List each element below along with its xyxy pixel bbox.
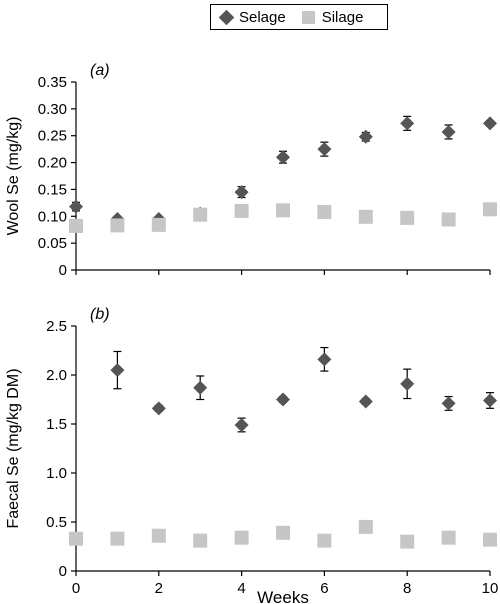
panel-a-y-tick-label: 0.15 [38,181,67,198]
panel-b-point-selage [151,401,166,416]
panel-b-point-silage [358,519,373,534]
panel-b-point-selage [110,363,125,378]
panel-a-point-silage [151,217,166,232]
panel-a-y-tick-label: 0.30 [38,101,67,118]
panel-b-point-silage [441,530,456,545]
panel-a-point-selage [317,142,332,157]
panel-b-x-tick-label: 2 [155,580,163,597]
legend-item-silage: Silage [301,8,364,26]
panel-b-point-silage [110,531,125,546]
legend-label-silage: Silage [321,8,364,26]
panel-b-point-silage [234,530,249,545]
panel-b-point-selage [234,417,249,432]
panel-a-point-silage [276,203,290,218]
panel-b-point-silage [69,531,83,546]
panel-b-point-silage [400,534,415,549]
panel-b-x-tick-label: 6 [320,580,328,597]
panel-b-point-selage [441,396,456,411]
panel-a-point-selage [483,116,497,131]
chart-legend: Selage Silage [210,4,388,30]
panel-b-y-tick-label: 0 [59,563,67,580]
panel-b-y-axis-label: Faecal Se (mg/kg DM) [5,368,22,528]
panel-b-x-tick-label: 8 [403,580,411,597]
panel-b-y-tick-label: 1.5 [46,416,67,433]
panel-a-y-tick-label: 0.10 [38,208,67,225]
panel-b-x-tick-label: 0 [72,580,80,597]
panel-b-y-tick-label: 2.5 [46,318,67,335]
panel-a-point-selage [441,124,456,139]
panel-b-point-silage [193,533,208,548]
panel-a-point-silage [483,202,497,217]
panel-b-point-silage [317,533,332,548]
panel-a-point-selage [234,185,249,200]
panel-b-point-silage [276,525,290,540]
panel-a-y-tick-label: 0.35 [38,74,67,91]
panel-a-label: (a) [90,62,110,79]
panel-a-point-silage [400,210,415,225]
panel-a-y-tick-label: 0.20 [38,155,67,172]
panel-a-point-selage [358,129,373,144]
panel-b-point-selage [358,394,373,409]
panel-b-label: (b) [90,306,110,323]
panel-a-point-silage [358,209,373,224]
panel-a-point-selage [400,116,415,131]
panel-a-y-tick-label: 0.05 [38,235,67,252]
panel-a-y-tick-label: 0.25 [38,128,67,145]
square-marker-icon [301,10,315,24]
panel-b-x-tick-label: 10 [482,580,499,597]
panel-b-x-axis-label: Weeks [257,588,309,604]
panel-b-point-selage [400,376,415,391]
panel-b-y-tick-label: 1.0 [46,465,67,482]
panel-b-x-tick-label: 4 [237,580,245,597]
panel-a-point-silage [193,207,208,222]
panel-a-point-silage [69,218,83,233]
panel-b-point-silage [151,528,166,543]
panel-b-point-selage [483,393,497,408]
panel-b-y-tick-label: 2.0 [46,367,67,384]
panel-a-point-silage [110,218,125,233]
panel-a-point-silage [441,212,456,227]
legend-label-selage: Selage [239,8,286,26]
panel-b-point-selage [193,380,208,395]
panel-b-point-silage [483,532,497,547]
legend-item-selage: Selage [218,8,286,26]
panel-a-point-selage [276,150,290,165]
panel-a-point-silage [317,204,332,219]
panel-b-point-selage [276,392,290,407]
panel-b-y-tick-label: 0.5 [46,514,67,531]
panel-a-y-axis-label: Wool Se (mg/kg) [5,117,22,236]
panel-b-point-selage [317,352,332,367]
panel-a-point-silage [234,203,249,218]
panel-a-point-selage [69,199,83,214]
panel-a-y-tick-label: 0 [59,262,67,279]
